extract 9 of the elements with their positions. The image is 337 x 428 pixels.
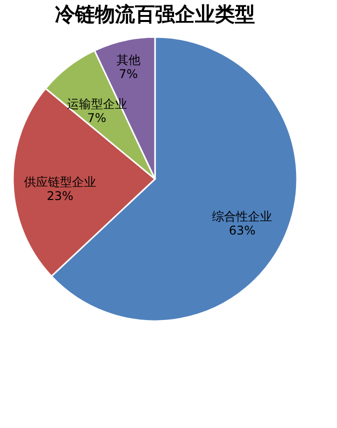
data-label: 7%: [118, 66, 138, 81]
slice-label: 其他: [116, 52, 140, 67]
data-label: 7%: [87, 110, 106, 125]
slice-label: 运输型企业: [66, 96, 127, 111]
data-label: 63%: [228, 224, 256, 238]
chart-title: 冷链物流百强企业类型: [55, 2, 255, 26]
data-label: 23%: [46, 188, 74, 203]
slice-label: 供应链型企业: [24, 174, 96, 189]
slice-label: 综合性企业: [212, 210, 272, 224]
